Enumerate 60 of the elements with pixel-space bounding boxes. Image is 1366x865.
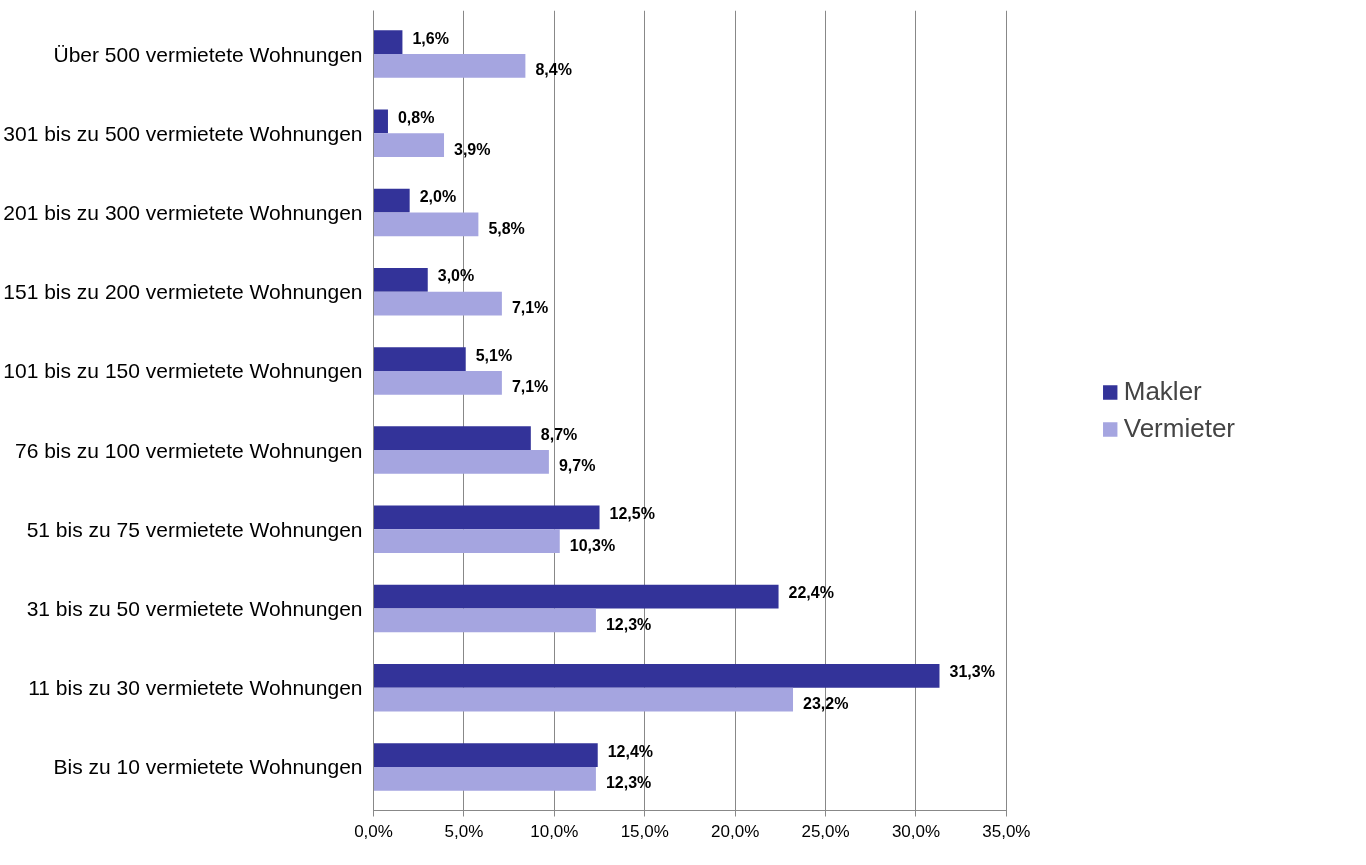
data-label: 9,7%: [558, 457, 596, 475]
x-tick-label: 20,0%: [711, 821, 760, 841]
data-label: 10,3%: [569, 536, 616, 554]
data-label: 31,3%: [949, 663, 995, 681]
bar: [373, 450, 549, 474]
bar: [373, 133, 445, 158]
bar: [373, 766, 596, 791]
bar: [373, 608, 596, 633]
data-label: 8,7%: [540, 425, 578, 443]
bar: [373, 54, 526, 78]
y-tick-label: 201 bis zu 300 vermietete Wohnungen: [3, 200, 363, 224]
bar: [373, 584, 779, 609]
bar: [373, 291, 502, 316]
bar: [373, 188, 410, 213]
bar: [373, 347, 466, 371]
bar: [373, 529, 560, 554]
bar: [373, 505, 600, 530]
x-tick-label: 10,0%: [530, 821, 579, 841]
bar: [373, 426, 531, 451]
bar: [373, 267, 428, 292]
data-label: 12,5%: [609, 504, 655, 522]
data-label: 22,4%: [788, 584, 834, 602]
y-tick-label: 151 bis zu 200 vermietete Wohnungen: [3, 280, 363, 304]
bar: [373, 370, 502, 395]
data-label: 8,4%: [535, 61, 572, 79]
y-tick-label: 31 bis zu 50 vermietete Wohnungen: [26, 597, 363, 621]
data-label: 12,3%: [605, 615, 652, 633]
data-label: 7,1%: [511, 299, 549, 317]
data-label: 5,1%: [475, 346, 513, 364]
data-label: 12,4%: [607, 742, 654, 760]
data-label: 3,9%: [454, 140, 491, 158]
legend-label: Makler: [1123, 376, 1202, 407]
y-tick-label: 301 bis zu 500 vermietete Wohnungen: [3, 121, 363, 145]
x-tick-label: 25,0%: [801, 821, 850, 841]
y-tick-label: 76 bis zu 100 vermietete Wohnungen: [15, 438, 363, 462]
x-tick-label: 0,0%: [354, 821, 393, 841]
data-label: 23,2%: [803, 695, 849, 713]
bar: [373, 687, 794, 712]
y-tick-label: 11 bis zu 30 vermietete Wohnungen: [28, 676, 363, 700]
x-tick-label: 35,0%: [982, 821, 1031, 841]
y-tick-label: 101 bis zu 150 vermietete Wohnungen: [3, 359, 363, 383]
bar: [373, 30, 403, 55]
data-label: 3,0%: [437, 267, 475, 285]
data-label: 0,8%: [397, 108, 435, 126]
data-label: 2,0%: [419, 188, 457, 206]
bar: [373, 212, 479, 237]
x-tick-label: 15,0%: [620, 821, 669, 841]
data-label: 7,1%: [511, 378, 549, 396]
data-label: 1,6%: [412, 29, 449, 47]
x-tick-label: 5,0%: [444, 821, 484, 841]
y-tick-label: 51 bis zu 75 vermietete Wohnungen: [26, 517, 363, 541]
data-label: 5,8%: [488, 219, 525, 237]
bar: [373, 663, 940, 688]
data-label: 12,3%: [605, 774, 652, 792]
bar: [373, 109, 388, 134]
x-tick-label: 30,0%: [891, 821, 941, 841]
bar: [373, 743, 598, 767]
legend-label: Vermieter: [1123, 413, 1235, 444]
y-tick-label: Über 500 vermietete Wohnungen: [53, 42, 363, 66]
y-tick-label: Bis zu 10 vermietete Wohnungen: [53, 755, 363, 779]
